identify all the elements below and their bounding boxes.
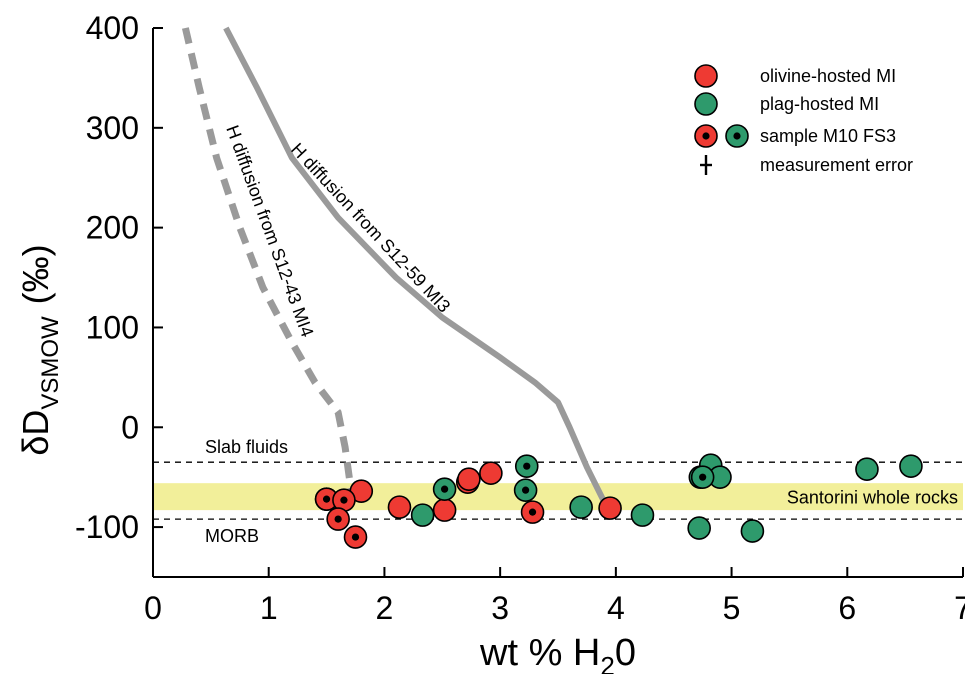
legend-label-plag-hosted-mi: plag-hosted MI [760, 94, 879, 114]
y-axis-title-sub: VSMOW [37, 316, 64, 410]
y-tick-label--100: -100 [75, 509, 139, 545]
legend-marker-olivine-hosted-mi [694, 64, 718, 88]
plag-point-9 [899, 454, 923, 479]
plag-point-3 [630, 503, 655, 527]
m10-fs3-point-10-dot [699, 473, 707, 481]
diffusion-curve-2 [181, 27, 356, 498]
santorini-band-label: Santorini whole rocks [787, 488, 958, 508]
x-tick-label-3: 3 [491, 590, 509, 626]
m10-fs3-point-6-dot [441, 485, 449, 493]
m10-fs3-point-8-dot [522, 486, 530, 494]
plag-point-2 [569, 495, 593, 519]
x-tick-label-4: 4 [607, 590, 625, 626]
m10-fs3-point-4-dot [351, 533, 360, 541]
y-axis-title-unit: (‰) [15, 244, 56, 304]
m10-fs3-point-3-dot [334, 515, 342, 523]
olivine-point-8 [598, 496, 622, 520]
santorini-band [154, 483, 963, 511]
m10-fs3-point-1-dot [322, 495, 331, 503]
plag-point-7 [740, 519, 765, 543]
x-tick-label-6: 6 [838, 590, 856, 626]
olivine-point-3 [387, 495, 412, 519]
x-tick-label-1: 1 [260, 590, 278, 626]
legend-label-sample-m10-fs3: sample M10 FS3 [760, 126, 896, 146]
m10-fs3-point-5-dot [528, 508, 537, 516]
legend-marker-plag-hosted-mi [694, 92, 718, 116]
m10-fs3-point-7-dot [523, 462, 531, 470]
olivine-point-7 [479, 461, 503, 485]
y-tick-label-100: 100 [86, 309, 139, 345]
legend-marker-plag-dot [733, 132, 741, 140]
olivine-point-4 [432, 498, 457, 522]
m10-fs3-point-2-dot [340, 496, 348, 504]
plag-point-1 [410, 503, 435, 527]
x-axis-title-main: wt % H [479, 632, 600, 674]
x-tick-label-7: 7 [954, 590, 965, 626]
olivine-point-6 [457, 467, 481, 491]
x-axis-title-tail: 0 [615, 632, 636, 674]
x-tick-label-5: 5 [723, 590, 741, 626]
reference-label-morb: MORB [205, 526, 259, 546]
legend-marker-olivine-dot [702, 132, 710, 140]
x-tick-label-0: 0 [144, 590, 162, 626]
diffusion-curve-1 [223, 26, 607, 504]
curve-label-s12-59: H diffusion from S12-59 MI3 [287, 139, 454, 316]
y-tick-label-400: 400 [86, 10, 139, 46]
legend-label-measurement-error: measurement error [760, 155, 913, 175]
y-axis-title: δDVSMOW (‰) [15, 244, 64, 455]
y-tick-label-200: 200 [86, 210, 139, 246]
plag-point-8 [855, 457, 879, 481]
legend-label-olivine-hosted-mi: olivine-hosted MI [760, 66, 896, 86]
y-tick-label-300: 300 [86, 110, 139, 146]
plag-point-4 [687, 516, 711, 540]
x-tick-label-2: 2 [376, 590, 394, 626]
x-axis-title: wt % H20 [479, 632, 636, 674]
y-tick-label-0: 0 [121, 409, 139, 445]
x-axis-title-sub: 2 [600, 651, 614, 674]
y-axis-title-main: δD [15, 410, 56, 456]
reference-label-slab-fluids: Slab fluids [205, 437, 288, 457]
